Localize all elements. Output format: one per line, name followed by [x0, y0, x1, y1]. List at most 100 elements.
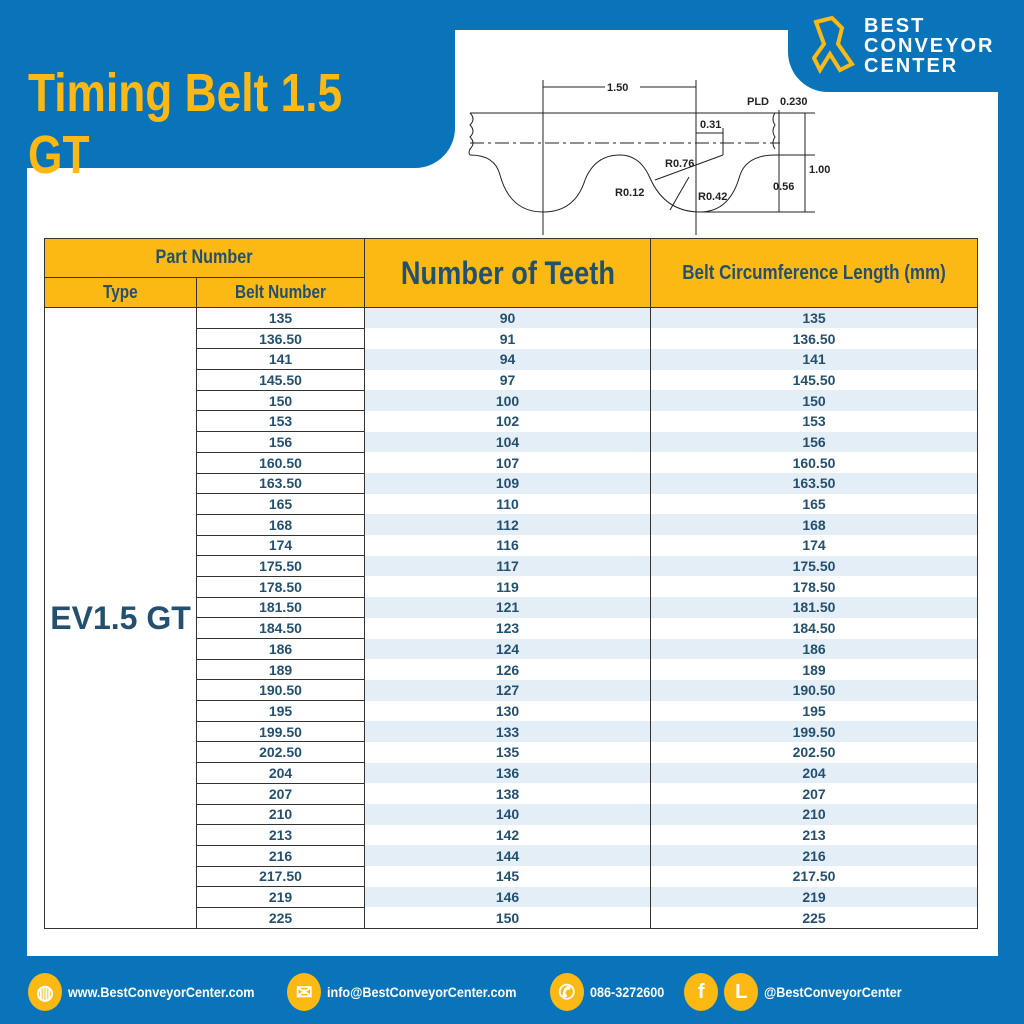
- social-handle[interactable]: @BestConveyorCenter: [764, 984, 902, 1000]
- height-056: 0.56: [773, 181, 794, 193]
- brand-line3: CENTER: [864, 55, 959, 77]
- length-cell: 199.50: [650, 721, 978, 742]
- belt-number-cell: 219: [196, 886, 365, 908]
- table-row: 207 138 207: [45, 782, 978, 805]
- radius-076: R0.76: [665, 158, 694, 170]
- brand-logo: BEST CONVEYOR CENTER: [811, 14, 1012, 80]
- pld-value: 0.230: [780, 96, 808, 108]
- title-banner: Timing Belt 1.5 GT: [0, 0, 455, 185]
- belt-number-cell: 210: [196, 803, 365, 826]
- teeth-cell: 123: [364, 617, 651, 639]
- table-row: 210 140 210: [45, 803, 978, 826]
- belt-number-cell: 181.50: [196, 596, 365, 619]
- length-cell: 153: [650, 410, 978, 432]
- length-cell: 174: [650, 535, 978, 556]
- length-cell: 219: [650, 886, 978, 908]
- belt-number-cell: 186: [196, 638, 365, 660]
- table-row: 213 142 213: [45, 824, 978, 846]
- teeth-cell: 94: [364, 348, 651, 370]
- radius-042: R0.42: [698, 191, 727, 203]
- length-cell: 175.50: [650, 555, 978, 577]
- teeth-cell: 126: [364, 659, 651, 680]
- teeth-cell: 142: [364, 824, 651, 846]
- type-cell: EV1.5 GT: [44, 307, 197, 929]
- length-cell: 213: [650, 824, 978, 846]
- length-cell: 156: [650, 431, 978, 453]
- length-cell: 181.50: [650, 597, 978, 618]
- phone-icon: ✆: [549, 973, 584, 1011]
- teeth-cell: 109: [364, 473, 651, 494]
- table-row: 175.50 117 175.50: [45, 555, 978, 577]
- length-cell: 135: [650, 307, 978, 329]
- table-row: 189 126 189: [45, 658, 978, 681]
- table-row: 150 100 150: [45, 389, 978, 412]
- belt-number-cell: 141: [196, 348, 365, 371]
- website-link[interactable]: www.BestConveyorCenter.com: [68, 984, 255, 1000]
- length-cell: 145.50: [650, 369, 978, 391]
- belt-number-cell: 156: [196, 431, 365, 453]
- belt-spec-table: Part Number Number of Teeth Belt Circumf…: [44, 238, 978, 929]
- teeth-cell: 102: [364, 410, 651, 432]
- teeth-cell: 112: [364, 514, 651, 536]
- table-row: 219 146 219: [45, 886, 978, 908]
- email-link[interactable]: info@BestConveyorCenter.com: [327, 984, 517, 1000]
- table-row: 225 150 225: [45, 906, 978, 929]
- belt-number-cell: 135: [196, 307, 365, 329]
- table-row: 165 110 165: [45, 493, 978, 515]
- teeth-cell: 107: [364, 452, 651, 473]
- table-row: 217.50 145 217.50: [45, 865, 978, 888]
- belt-number-cell: 216: [196, 844, 365, 867]
- table-row: 190.50 127 190.50: [45, 679, 978, 702]
- line-icon[interactable]: L: [724, 973, 759, 1011]
- table-row: 178.50 119 178.50: [45, 575, 978, 598]
- belt-profile-diagram: 1.50 PLD 0.230 0.31 R0.76 R0.12 R0.42 1.…: [468, 80, 830, 235]
- belt-number-cell: 184.50: [196, 617, 365, 639]
- length-cell: 207: [650, 783, 978, 804]
- teeth-cell: 133: [364, 721, 651, 742]
- teeth-cell: 138: [364, 783, 651, 804]
- header-belt-number: Belt Number: [196, 277, 365, 308]
- table-row: EV1.5 GT 135 90 135: [44, 307, 978, 929]
- phone-number[interactable]: 086-3272600: [589, 984, 664, 1000]
- belt-number-cell: 145.50: [196, 369, 365, 391]
- length-cell: 186: [650, 638, 978, 660]
- table-row: 163.50 109 163.50: [45, 472, 978, 495]
- belt-number-cell: 150: [196, 389, 365, 412]
- table-row: 141 94 141: [45, 348, 978, 371]
- pitch-label: 1.50: [607, 82, 628, 94]
- header-part-number: Part Number: [44, 238, 365, 278]
- table-row: 160.50 107 160.50: [45, 451, 978, 474]
- belt-number-cell: 189: [196, 658, 365, 681]
- teeth-cell: 146: [364, 886, 651, 908]
- table-row: 204 136 204: [45, 762, 978, 784]
- teeth-cell: 104: [364, 431, 651, 453]
- length-cell: 168: [650, 514, 978, 536]
- teeth-cell: 116: [364, 535, 651, 556]
- teeth-cell: 135: [364, 741, 651, 763]
- table-row: 168 112 168: [45, 513, 978, 536]
- belt-number-cell: 175.50: [196, 555, 365, 577]
- table-row: 136.50 91 136.50: [45, 327, 978, 350]
- conveyor-logo-icon: [811, 15, 855, 75]
- header-length: Belt Circumference Length (mm): [650, 238, 978, 308]
- radius-012: R0.12: [615, 187, 644, 199]
- header-teeth: Number of Teeth: [364, 238, 651, 308]
- facebook-icon[interactable]: f: [684, 973, 719, 1011]
- length-cell: 163.50: [650, 473, 978, 494]
- mail-icon: ✉: [287, 973, 322, 1011]
- belt-number-cell: 153: [196, 410, 365, 433]
- belt-number-cell: 190.50: [196, 679, 365, 702]
- belt-number-cell: 217.50: [196, 865, 365, 888]
- teeth-cell: 91: [364, 328, 651, 349]
- length-cell: 141: [650, 348, 978, 370]
- teeth-cell: 119: [364, 576, 651, 598]
- height-100: 1.00: [809, 164, 830, 176]
- belt-number-cell: 168: [196, 513, 365, 536]
- table-row: 153 102 153: [45, 410, 978, 433]
- page-title: Timing Belt 1.5 GT: [28, 63, 343, 185]
- teeth-cell: 150: [364, 907, 651, 929]
- pld-label: PLD: [747, 96, 769, 108]
- logo-banner: [788, 0, 1024, 92]
- teeth-cell: 117: [364, 555, 651, 577]
- belt-number-cell: 174: [196, 534, 365, 557]
